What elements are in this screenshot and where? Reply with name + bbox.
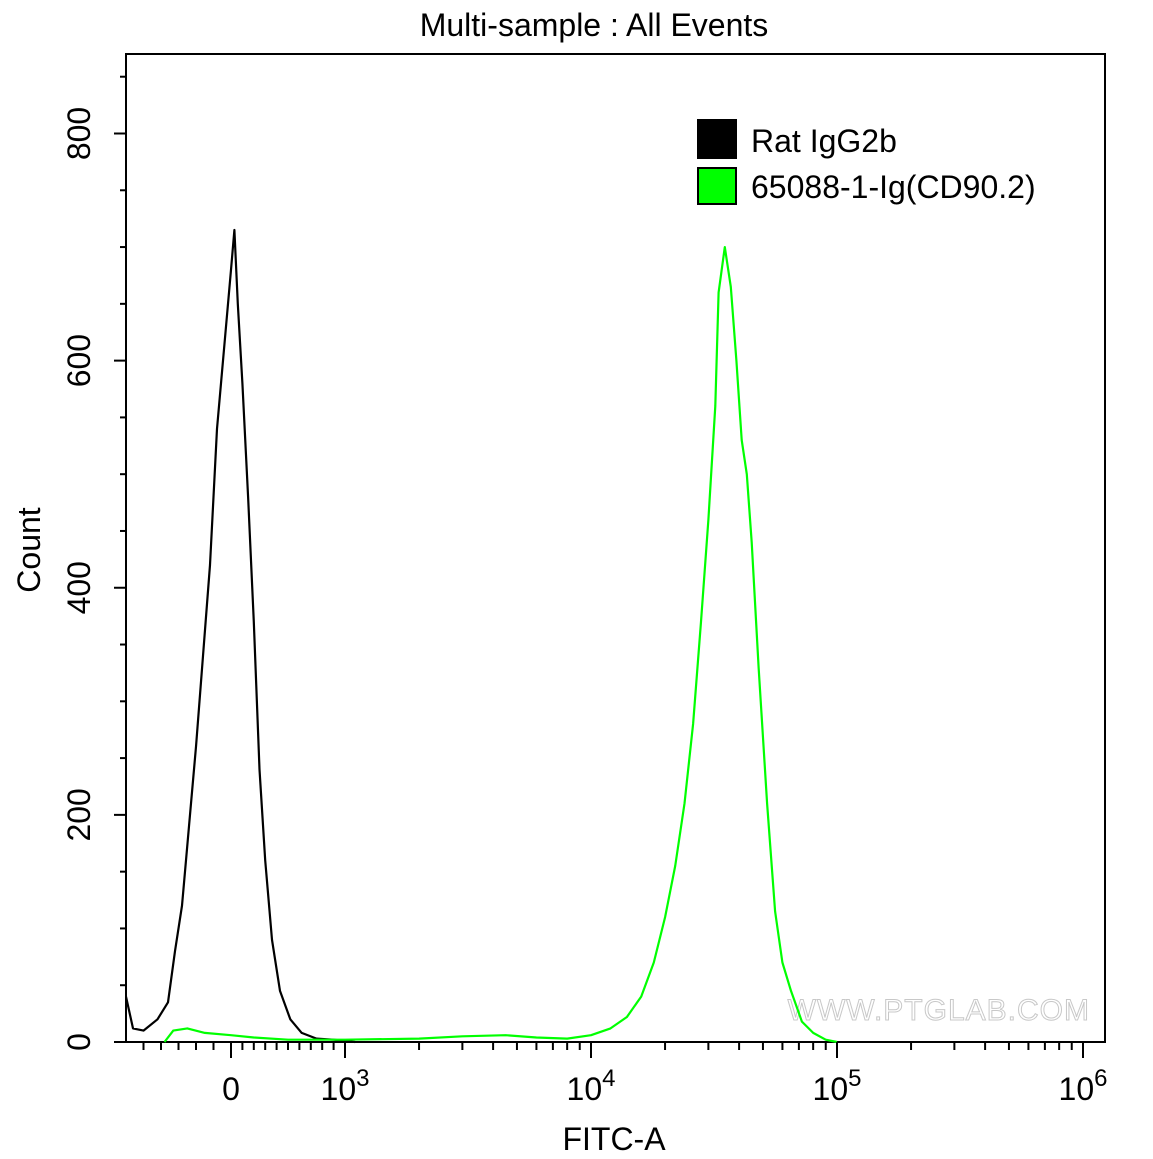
y-tick-label: 200 xyxy=(61,788,97,841)
y-tick-label: 600 xyxy=(61,334,97,387)
chart-title: Multi-sample : All Events xyxy=(420,7,769,43)
x-tick-label: 105 xyxy=(813,1065,862,1107)
legend-label-rat-igg2b: Rat IgG2b xyxy=(751,123,897,159)
legend: Rat IgG2b 65088-1-Ig(CD90.2) xyxy=(697,119,1036,205)
legend-label-cd90: 65088-1-Ig(CD90.2) xyxy=(751,169,1036,205)
legend-swatch-cd90 xyxy=(697,167,737,205)
x-tick-label: 104 xyxy=(567,1065,616,1107)
y-axis-label: Count xyxy=(11,507,47,593)
plot-frame xyxy=(125,53,1106,1043)
y-tick-label: 0 xyxy=(61,1033,97,1051)
y-axis: 0 200 400 600 800 xyxy=(61,75,126,1051)
series-line-1 xyxy=(163,246,838,1044)
x-tick-label: 106 xyxy=(1059,1065,1108,1107)
y-tick-label: 400 xyxy=(61,561,97,614)
x-axis: 0 103 104 105 106 xyxy=(142,1042,1108,1107)
series-layer xyxy=(124,228,838,1044)
watermark-text: WWW.PTGLAB.COM xyxy=(788,994,1090,1027)
x-tick-label: 103 xyxy=(321,1065,370,1107)
series-line-0 xyxy=(124,228,356,1044)
x-tick-label: 0 xyxy=(222,1071,240,1107)
x-axis-label: FITC-A xyxy=(562,1121,666,1157)
y-tick-label: 800 xyxy=(61,107,97,160)
legend-swatch-rat-igg2b xyxy=(697,119,737,159)
